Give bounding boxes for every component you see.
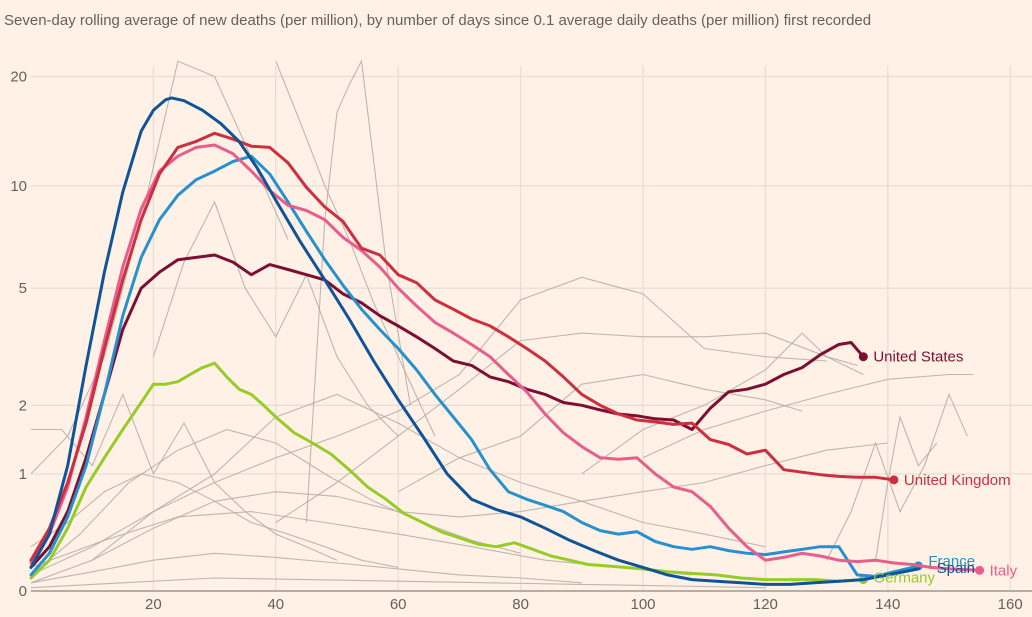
highlighted-country-lines: [29, 96, 985, 586]
other-country-line: [642, 373, 974, 459]
chart-subtitle: Seven-day rolling average of new deaths …: [4, 12, 872, 29]
other-country-line: [275, 332, 858, 523]
y-tick-label: 1: [19, 466, 27, 483]
series-label-united-kingdom: United Kingdom: [904, 472, 1011, 489]
series-line-spain: [29, 96, 920, 586]
x-tick-label: 100: [630, 596, 655, 613]
series-line-united-states: [29, 253, 865, 569]
y-tick-label: 10: [10, 178, 27, 195]
y-tick-label: 5: [19, 280, 27, 297]
other-country-line: [30, 442, 888, 584]
y-axis-ticks: 0 1 2 5 10 20: [10, 68, 27, 600]
other-country-line: [30, 276, 827, 576]
series-line-france: [29, 154, 920, 578]
series-label-united-states: United States: [873, 349, 963, 366]
other-country-line: [30, 428, 521, 576]
y-tick-label: 0: [19, 583, 27, 600]
x-tick-label: 120: [753, 596, 778, 613]
other-country-line: [31, 392, 338, 561]
series-label-italy: Italy: [990, 562, 1018, 579]
series-label-spain: Spain: [937, 560, 975, 577]
other-country-line: [581, 332, 864, 475]
x-tick-label: 160: [998, 596, 1023, 613]
series-end-marker-united-kingdom: [889, 475, 899, 485]
other-country-line: [30, 552, 582, 584]
gridlines: [31, 66, 1032, 591]
other-country-line: [152, 200, 399, 437]
x-tick-label: 80: [512, 596, 529, 613]
x-tick-label: 40: [267, 596, 284, 613]
x-tick-label: 140: [875, 596, 900, 613]
y-tick-label: 2: [19, 397, 27, 414]
series-line-united-kingdom: [29, 131, 896, 562]
other-country-line: [826, 392, 968, 561]
series-label-france: France: [928, 553, 975, 570]
other-country-line: [397, 373, 803, 493]
x-axis-ticks: 20 40 60 80 100 120 140 160: [145, 596, 1023, 613]
other-country-line: [30, 60, 289, 475]
series-end-marker-italy: [975, 565, 985, 575]
other-country-line: [30, 577, 766, 589]
other-country-line: [30, 473, 399, 568]
series-line-germany: [29, 361, 865, 583]
other-country-line: [91, 393, 766, 561]
background-country-lines: [30, 59, 974, 589]
other-country-line: [875, 414, 938, 561]
series-label-germany: Germany: [873, 570, 935, 587]
series-labels: Germany United States France Italy United Ki…: [873, 349, 1017, 587]
x-tick-label: 20: [145, 596, 162, 613]
y-tick-label: 20: [10, 68, 27, 85]
other-country-line: [305, 59, 411, 523]
other-country-line: [275, 60, 436, 437]
x-tick-label: 60: [390, 596, 407, 613]
series-end-marker-united-states: [858, 352, 868, 362]
series-line-italy: [29, 143, 982, 572]
